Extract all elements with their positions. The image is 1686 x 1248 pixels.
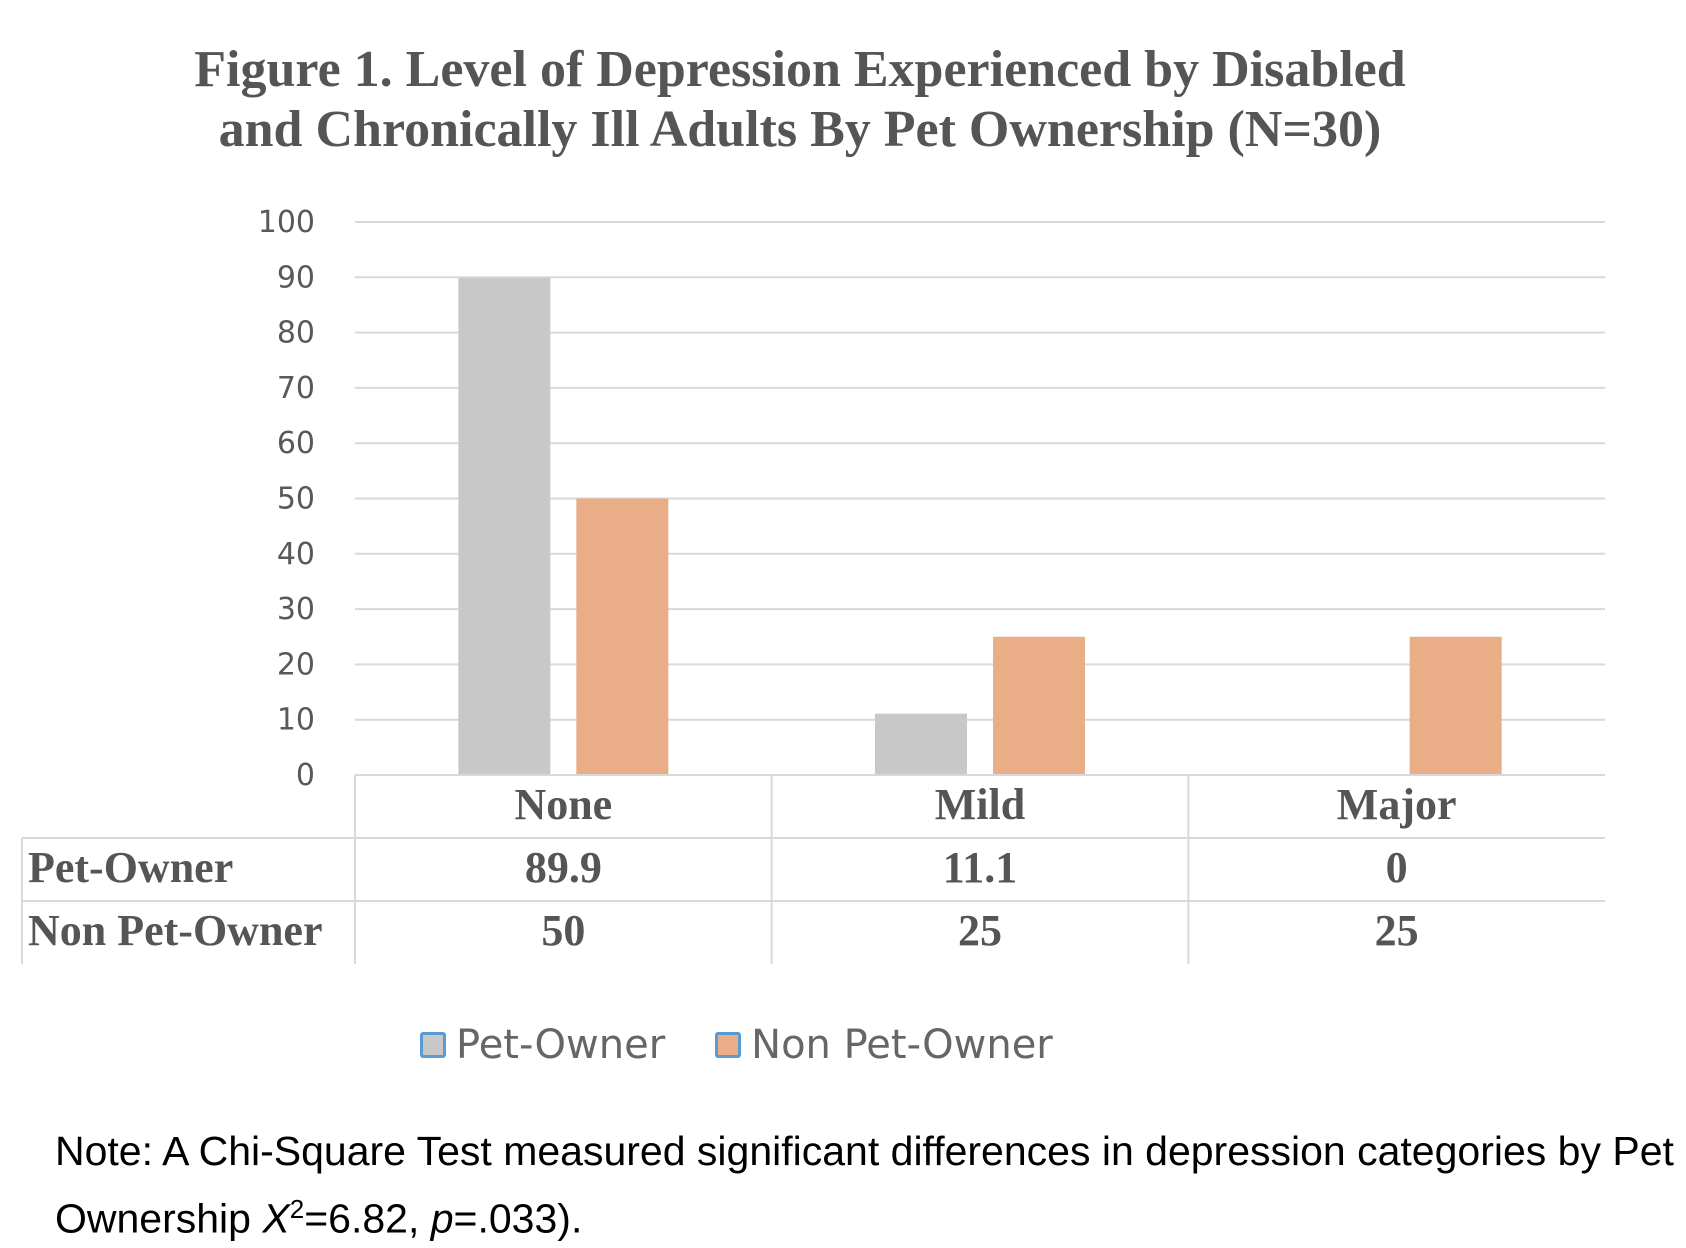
table-cell-pet-owner-major: 0 <box>1386 843 1408 892</box>
legend-swatch-pet-owner <box>420 1032 446 1058</box>
note-stat-superscript: 2 <box>289 1194 305 1224</box>
note-p-symbol: p <box>430 1195 454 1242</box>
chart-note: Note: A Chi-Square Test measured signifi… <box>55 1122 1675 1248</box>
legend-label-non-pet-owner: Non Pet-Owner <box>751 1022 1053 1068</box>
legend-item-pet-owner: Pet-Owner <box>420 1022 665 1068</box>
y-tick-label-90: 90 <box>277 260 315 295</box>
y-tick-label-30: 30 <box>277 592 315 627</box>
bar-chart: 0 10 20 30 40 50 60 70 80 90 100 None Mild Major Pet-O… <box>21 205 1605 964</box>
table-cell-non-pet-owner-major: 25 <box>1375 906 1419 955</box>
bar-pet-owner-none <box>458 277 551 775</box>
legend-item-non-pet-owner: Non Pet-Owner <box>715 1022 1053 1068</box>
bar-pet-owner-mild <box>875 713 967 775</box>
x-category-label-none: None <box>514 780 612 829</box>
chart-legend: Pet-Owner Non Pet-Owner <box>420 1020 1053 1070</box>
table-cell-pet-owner-none: 89.9 <box>525 843 602 892</box>
x-category-label-mild: Mild <box>935 780 1025 829</box>
note-stat-symbol: X <box>262 1195 290 1242</box>
table-row-label-pet-owner: Pet-Owner <box>28 843 233 892</box>
table-row-label-non-pet-owner: Non Pet-Owner <box>28 906 323 955</box>
y-tick-label-50: 50 <box>277 482 315 517</box>
y-tick-label-0: 0 <box>296 758 315 793</box>
bar-non-pet-owner-mild <box>993 636 1085 775</box>
note-prefix: Note: A Chi-Square Test measured signifi… <box>55 1128 1674 1242</box>
table-cell-non-pet-owner-none: 50 <box>541 906 585 955</box>
y-tick-label-60: 60 <box>277 426 315 461</box>
x-category-label-major: Major <box>1337 780 1457 829</box>
bar-non-pet-owner-none <box>576 498 669 775</box>
legend-label-pet-owner: Pet-Owner <box>456 1022 666 1068</box>
y-tick-label-80: 80 <box>277 316 315 351</box>
table-cell-non-pet-owner-mild: 25 <box>958 906 1002 955</box>
note-stat-value: =6.82, <box>304 1195 431 1242</box>
chart-title-line-2: and Chronically Ill Adults By Pet Owners… <box>218 101 1382 158</box>
chart-title-line-1: Figure 1. Level of Depression Experience… <box>194 41 1406 98</box>
y-tick-label-70: 70 <box>277 371 315 406</box>
y-tick-label-10: 10 <box>277 703 315 738</box>
legend-swatch-non-pet-owner <box>715 1032 742 1058</box>
y-tick-label-20: 20 <box>277 647 315 682</box>
table-cell-pet-owner-mild: 11.1 <box>943 843 1018 892</box>
bar-non-pet-owner-major <box>1409 636 1502 775</box>
y-tick-label-40: 40 <box>277 537 315 572</box>
y-tick-label-100: 100 <box>258 205 315 240</box>
note-p-value: =.033). <box>453 1195 583 1242</box>
